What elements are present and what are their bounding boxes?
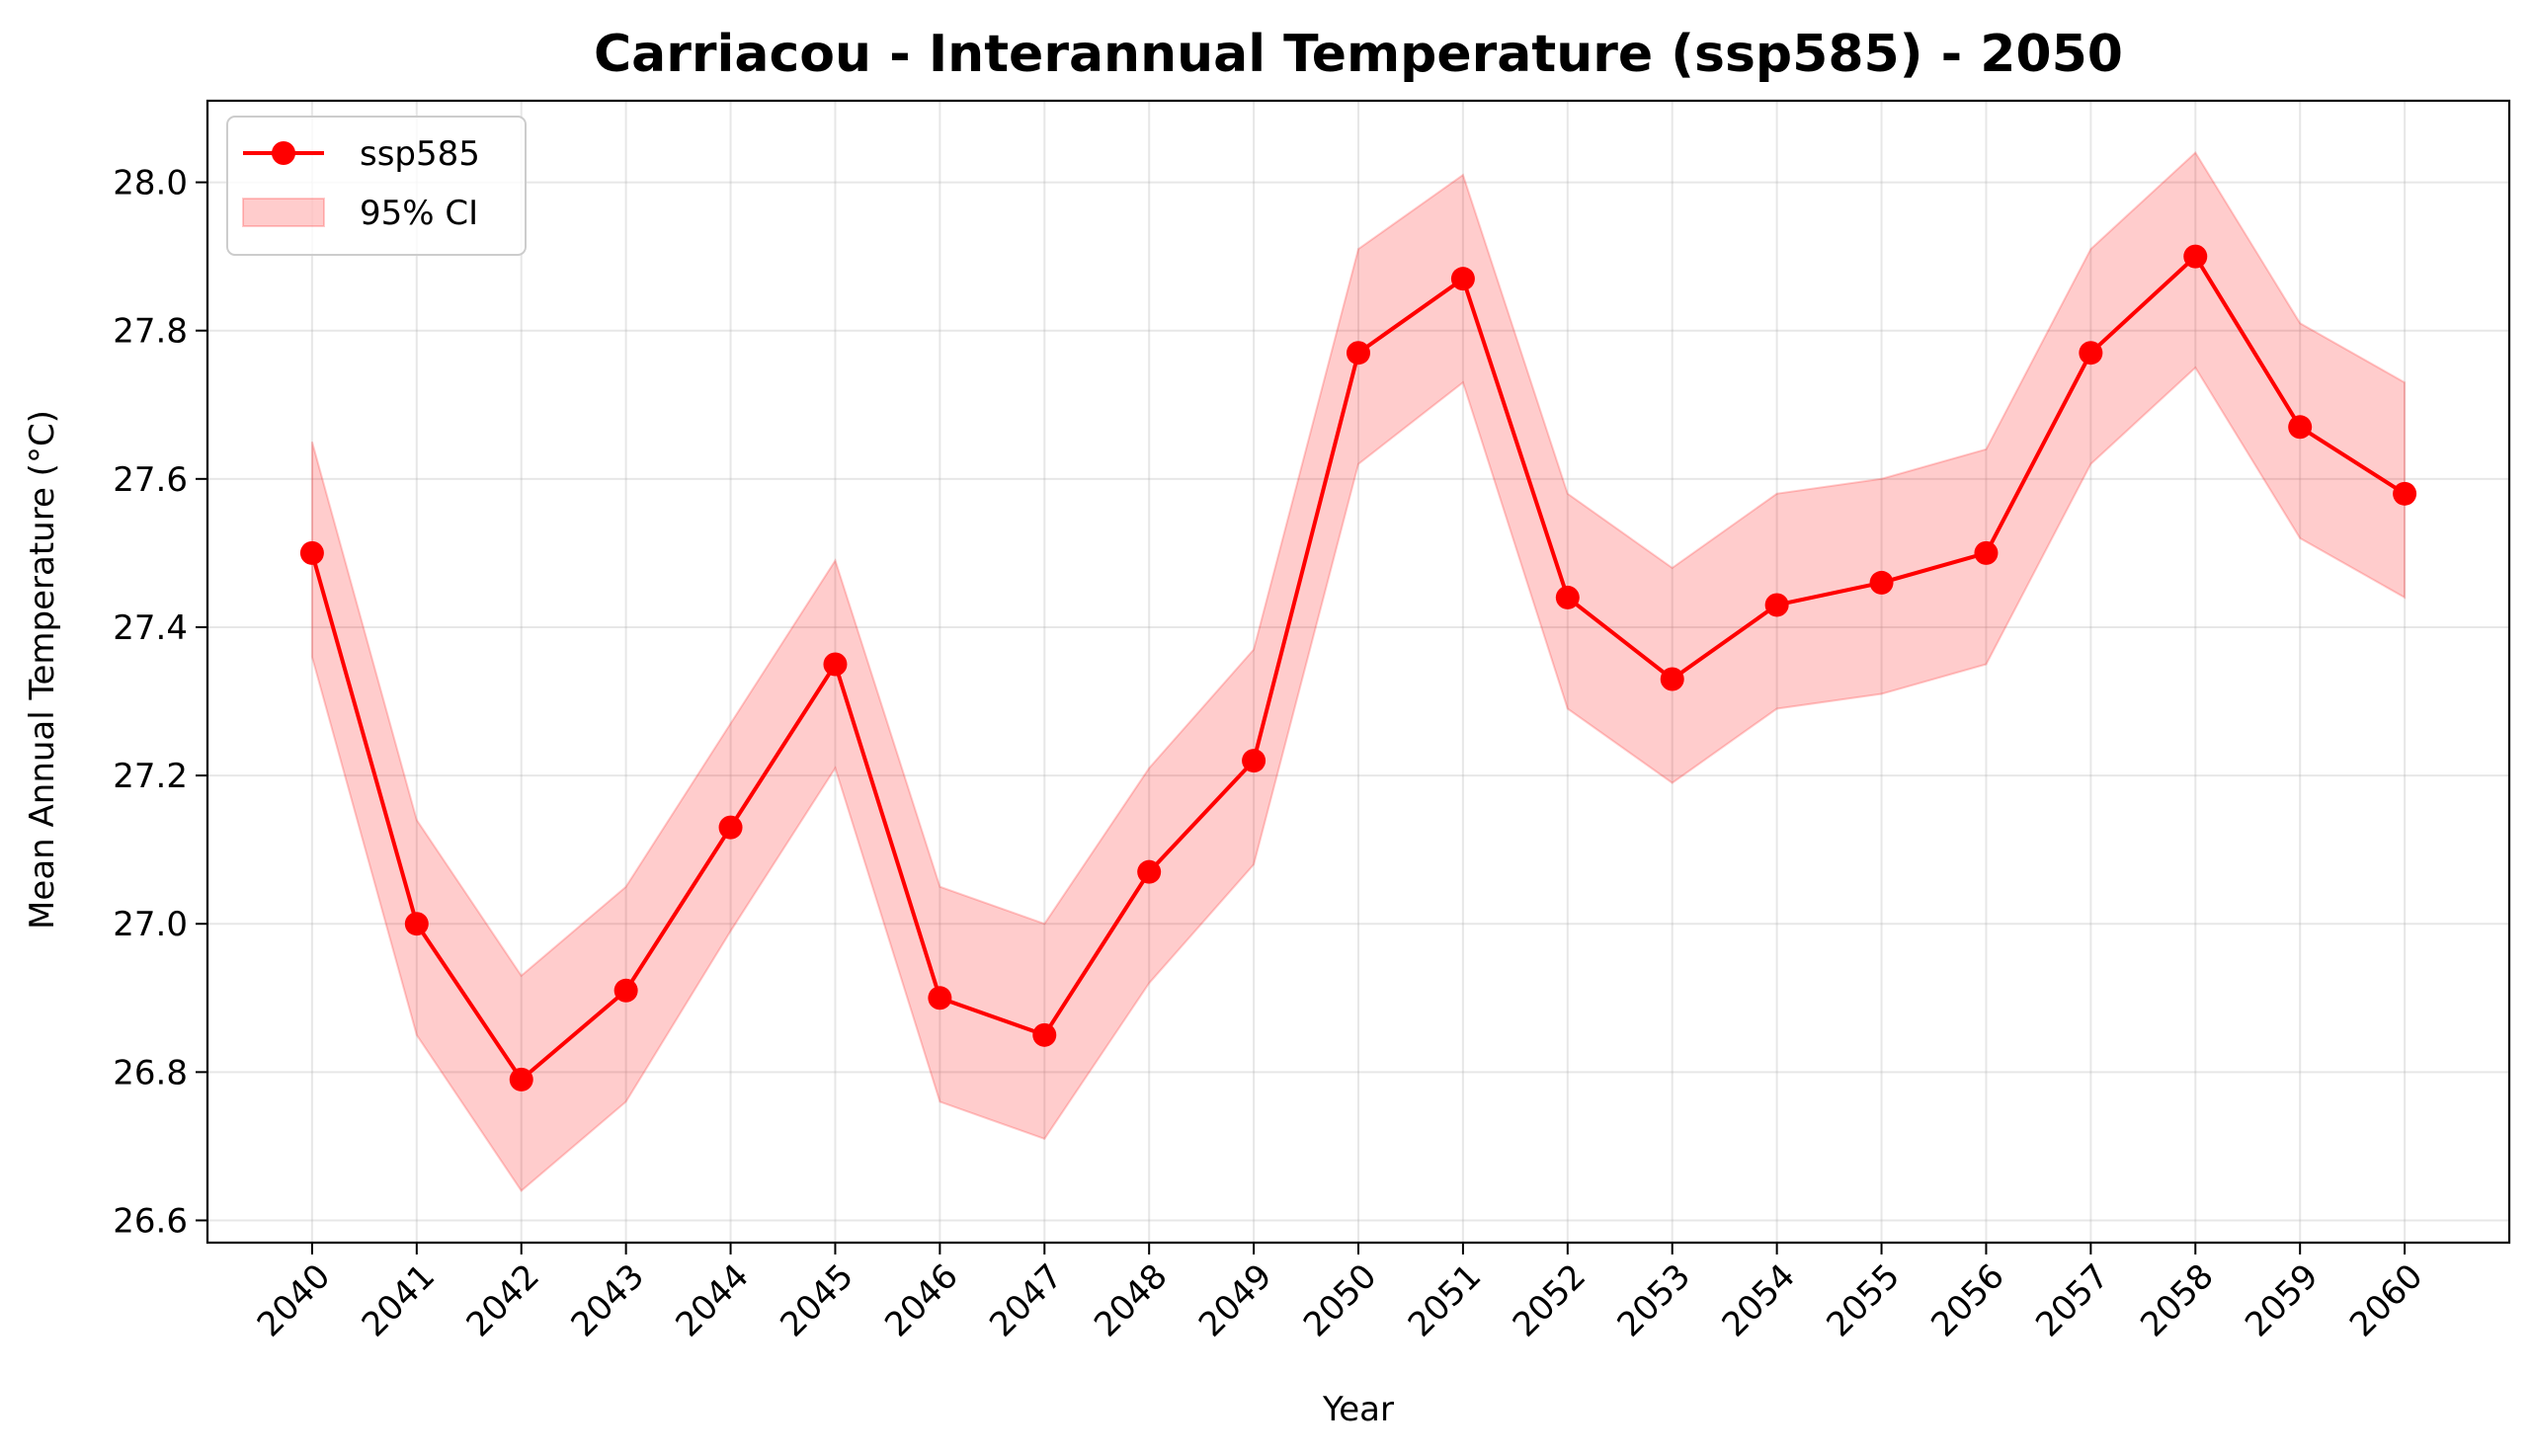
y-tick-label: 27.0 bbox=[113, 905, 188, 944]
x-tick-label: 2049 bbox=[1191, 1256, 1279, 1344]
x-tick-label: 2055 bbox=[1819, 1256, 1907, 1344]
y-tick-label: 27.4 bbox=[113, 608, 188, 648]
y-tick-label: 27.6 bbox=[113, 460, 188, 500]
data-point bbox=[509, 1067, 533, 1092]
legend-series-marker bbox=[272, 141, 295, 165]
data-point bbox=[2393, 481, 2417, 506]
data-point bbox=[1555, 585, 1580, 609]
y-tick-label: 27.8 bbox=[113, 312, 188, 352]
data-point bbox=[1137, 859, 1162, 884]
legend-series-label: ssp585 bbox=[360, 134, 480, 174]
data-point bbox=[1764, 593, 1789, 617]
x-tick-label: 2050 bbox=[1296, 1256, 1384, 1344]
data-point bbox=[823, 652, 848, 677]
data-point bbox=[718, 815, 743, 840]
legend: ssp585 95% CI bbox=[226, 116, 527, 256]
y-tick-label: 27.2 bbox=[113, 757, 188, 796]
data-points-layer bbox=[299, 244, 2417, 1092]
y-tick-label: 26.8 bbox=[113, 1053, 188, 1092]
data-point bbox=[613, 978, 638, 1003]
legend-ci-swatch bbox=[242, 198, 325, 227]
data-point bbox=[1347, 341, 1370, 365]
data-point bbox=[1242, 749, 1266, 773]
x-tick-label: 2056 bbox=[1923, 1256, 2011, 1344]
x-tick-label: 2041 bbox=[355, 1256, 443, 1344]
x-tick-label: 2040 bbox=[250, 1256, 338, 1344]
x-tick-label: 2046 bbox=[877, 1256, 965, 1344]
data-point bbox=[2183, 244, 2208, 269]
x-tick-label: 2051 bbox=[1401, 1256, 1489, 1344]
data-point bbox=[299, 540, 324, 565]
x-axis-label: Year bbox=[1322, 1390, 1394, 1429]
data-point bbox=[2079, 341, 2103, 365]
x-tick-label: 2059 bbox=[2238, 1256, 2326, 1344]
x-tick-label: 2048 bbox=[1087, 1256, 1175, 1344]
x-tick-label: 2053 bbox=[1610, 1256, 1698, 1344]
x-tick-label: 2054 bbox=[1715, 1256, 1803, 1344]
data-point bbox=[928, 986, 952, 1011]
data-point bbox=[2288, 415, 2313, 440]
y-tick-label: 26.6 bbox=[113, 1201, 188, 1241]
x-tick-label: 2058 bbox=[2133, 1256, 2221, 1344]
x-axis-ticks: 2040 2041 2042 2043 2044 2045 2046 2047 2048 2049… bbox=[250, 1243, 2430, 1345]
x-tick-label: 2047 bbox=[982, 1256, 1070, 1344]
y-axis-ticks: 26.6 26.8 27.0 27.2 27.4 27.6 27.8 28.0 bbox=[113, 164, 207, 1241]
x-tick-label: 2045 bbox=[773, 1256, 860, 1344]
chart-title: Carriacou - Interannual Temperature (ssp… bbox=[594, 25, 2123, 84]
x-tick-label: 2060 bbox=[2342, 1256, 2430, 1344]
y-axis-label: Mean Annual Temperature (°C) bbox=[23, 410, 62, 930]
x-tick-label: 2044 bbox=[668, 1256, 756, 1344]
data-point bbox=[1450, 267, 1475, 291]
legend-ci-label: 95% CI bbox=[360, 194, 478, 233]
x-tick-label: 2057 bbox=[2028, 1256, 2116, 1344]
data-point bbox=[404, 912, 429, 936]
data-point bbox=[1974, 540, 1999, 565]
x-tick-label: 2042 bbox=[459, 1256, 547, 1344]
y-tick-label: 28.0 bbox=[113, 164, 188, 203]
x-tick-label: 2052 bbox=[1506, 1256, 1593, 1344]
data-point bbox=[1032, 1022, 1057, 1047]
data-point bbox=[1869, 570, 1894, 595]
x-tick-label: 2043 bbox=[564, 1256, 652, 1344]
data-point bbox=[1660, 667, 1684, 691]
